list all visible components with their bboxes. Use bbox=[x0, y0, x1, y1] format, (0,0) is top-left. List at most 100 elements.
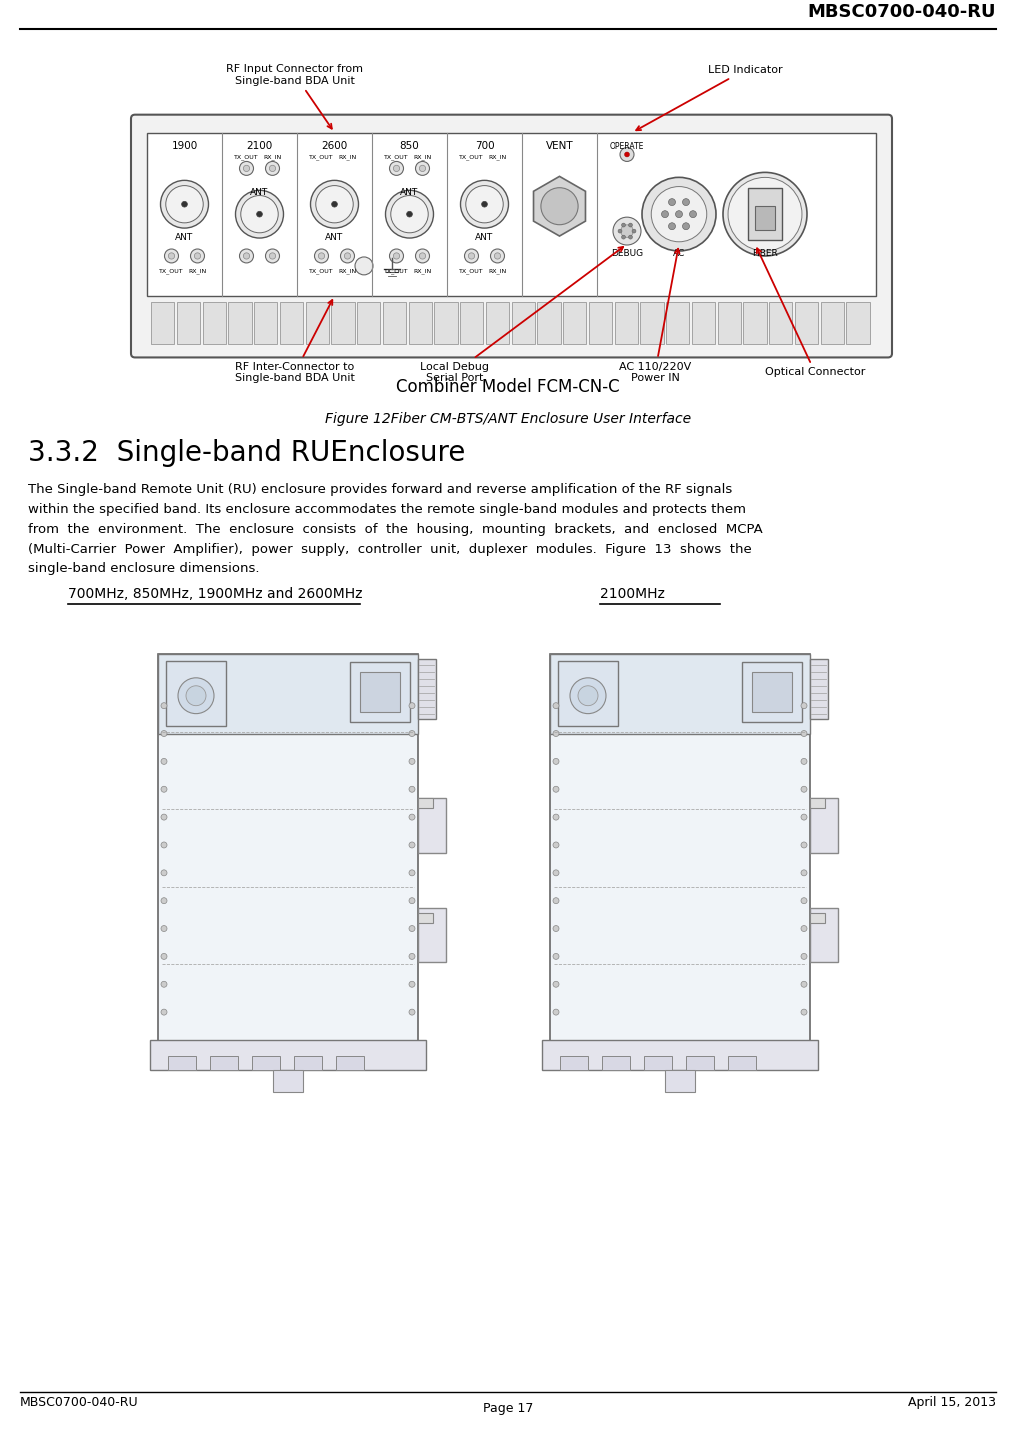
Text: TX_OUT: TX_OUT bbox=[459, 154, 484, 160]
Circle shape bbox=[416, 162, 430, 176]
Circle shape bbox=[165, 249, 179, 263]
Text: AC 110/220V
Power IN: AC 110/220V Power IN bbox=[619, 249, 691, 383]
Text: 700MHz, 850MHz, 1900MHz and 2600MHz: 700MHz, 850MHz, 1900MHz and 2600MHz bbox=[68, 588, 363, 601]
Bar bbox=[537, 302, 561, 343]
Bar bbox=[748, 189, 782, 240]
Polygon shape bbox=[533, 176, 585, 236]
Circle shape bbox=[269, 253, 275, 259]
Bar bbox=[357, 302, 380, 343]
Circle shape bbox=[161, 954, 167, 960]
Circle shape bbox=[257, 212, 262, 217]
Text: from  the  environment.  The  enclosure  consists  of  the  housing,  mounting  : from the environment. The enclosure cons… bbox=[28, 522, 763, 536]
Circle shape bbox=[161, 787, 167, 792]
Circle shape bbox=[409, 869, 415, 875]
Circle shape bbox=[186, 686, 206, 705]
Bar bbox=[717, 302, 741, 343]
Text: TX_OUT: TX_OUT bbox=[384, 267, 408, 273]
Circle shape bbox=[240, 249, 254, 263]
Circle shape bbox=[191, 249, 204, 263]
Text: RX_IN: RX_IN bbox=[414, 154, 432, 160]
Circle shape bbox=[409, 758, 415, 765]
Circle shape bbox=[622, 235, 626, 239]
Circle shape bbox=[406, 212, 412, 217]
Circle shape bbox=[622, 223, 626, 227]
Circle shape bbox=[409, 925, 415, 931]
Circle shape bbox=[240, 162, 254, 176]
Text: Combiner Model FCM-CN-C: Combiner Model FCM-CN-C bbox=[396, 379, 620, 396]
Circle shape bbox=[161, 702, 167, 709]
Circle shape bbox=[409, 1010, 415, 1015]
Text: RF Inter-Connector to
Single-band BDA Unit: RF Inter-Connector to Single-band BDA Un… bbox=[235, 300, 355, 383]
Circle shape bbox=[161, 869, 167, 875]
Circle shape bbox=[316, 186, 354, 223]
Bar bbox=[229, 302, 252, 343]
Text: 2100: 2100 bbox=[246, 140, 272, 150]
Circle shape bbox=[690, 210, 697, 217]
Circle shape bbox=[801, 1010, 807, 1015]
Bar bbox=[810, 798, 825, 808]
Circle shape bbox=[178, 678, 214, 714]
Circle shape bbox=[315, 249, 328, 263]
Text: TX_OUT: TX_OUT bbox=[160, 267, 184, 273]
Text: Figure 12Fiber CM-BTS/ANT Enclosure User Interface: Figure 12Fiber CM-BTS/ANT Enclosure User… bbox=[325, 412, 691, 426]
Bar bbox=[810, 908, 838, 962]
Text: Optical Connector: Optical Connector bbox=[757, 249, 866, 378]
Circle shape bbox=[344, 253, 351, 259]
Circle shape bbox=[409, 731, 415, 736]
Bar bbox=[254, 302, 277, 343]
Circle shape bbox=[801, 758, 807, 765]
Circle shape bbox=[409, 702, 415, 709]
Circle shape bbox=[161, 981, 167, 987]
Bar bbox=[563, 302, 586, 343]
Circle shape bbox=[409, 814, 415, 819]
Text: ANT: ANT bbox=[250, 189, 268, 197]
Text: single-band enclosure dimensions.: single-band enclosure dimensions. bbox=[28, 562, 259, 575]
Circle shape bbox=[409, 981, 415, 987]
Circle shape bbox=[244, 166, 250, 172]
Bar bbox=[252, 1055, 280, 1070]
Circle shape bbox=[389, 162, 403, 176]
Text: FIBER: FIBER bbox=[752, 249, 778, 257]
Bar bbox=[640, 302, 663, 343]
Bar bbox=[408, 302, 432, 343]
Circle shape bbox=[553, 702, 559, 709]
Bar bbox=[418, 908, 446, 962]
Circle shape bbox=[553, 898, 559, 904]
Circle shape bbox=[541, 187, 578, 225]
Circle shape bbox=[389, 249, 403, 263]
Circle shape bbox=[642, 177, 716, 252]
Bar bbox=[306, 302, 329, 343]
Circle shape bbox=[683, 199, 690, 206]
Circle shape bbox=[801, 869, 807, 875]
Circle shape bbox=[161, 814, 167, 819]
Text: RX_IN: RX_IN bbox=[263, 154, 281, 160]
Bar bbox=[755, 206, 775, 230]
Circle shape bbox=[801, 787, 807, 792]
Circle shape bbox=[570, 678, 606, 714]
Circle shape bbox=[409, 898, 415, 904]
Bar bbox=[331, 302, 355, 343]
Circle shape bbox=[553, 1010, 559, 1015]
Bar bbox=[511, 302, 534, 343]
Circle shape bbox=[629, 235, 633, 239]
Circle shape bbox=[669, 223, 676, 230]
Bar bbox=[158, 654, 418, 1042]
Circle shape bbox=[161, 758, 167, 765]
Circle shape bbox=[236, 190, 283, 237]
Circle shape bbox=[801, 925, 807, 931]
Bar bbox=[418, 912, 433, 922]
Circle shape bbox=[553, 869, 559, 875]
Circle shape bbox=[241, 196, 278, 233]
Text: ANT: ANT bbox=[475, 233, 494, 242]
Text: RX_IN: RX_IN bbox=[338, 154, 357, 160]
Circle shape bbox=[801, 814, 807, 819]
Circle shape bbox=[420, 253, 426, 259]
Circle shape bbox=[632, 229, 636, 233]
Bar bbox=[560, 1055, 588, 1070]
Circle shape bbox=[385, 190, 434, 237]
Circle shape bbox=[621, 225, 633, 237]
Circle shape bbox=[161, 731, 167, 736]
Circle shape bbox=[553, 731, 559, 736]
Bar bbox=[821, 302, 843, 343]
Bar bbox=[615, 302, 638, 343]
